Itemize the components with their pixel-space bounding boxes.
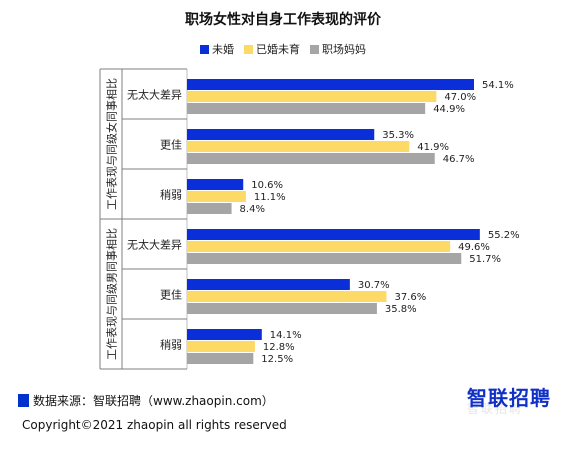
bar: [187, 191, 246, 202]
bar: [187, 129, 375, 140]
value-label: 37.6%: [394, 292, 426, 303]
chart-title: 职场女性对自身工作表现的评价: [185, 12, 381, 28]
value-label: 35.8%: [385, 304, 417, 315]
legend-label-married-no-child: 已婚未育: [256, 43, 300, 56]
value-label: 12.8%: [263, 342, 295, 353]
bar: [187, 329, 262, 340]
legend-item-married-no-child: 已婚未育: [244, 41, 300, 57]
category-label: 更佳: [160, 288, 182, 302]
zhaopin-logo: 智联招聘 智联招聘: [467, 378, 557, 418]
bar: [187, 279, 350, 290]
value-label: 46.7%: [443, 154, 475, 165]
bar-chart: 工作表现与同级女同事相比 无太大差异54.1%47.0%44.9%更佳35.3%4…: [99, 68, 520, 370]
value-label: 47.0%: [444, 92, 476, 103]
value-label: 41.9%: [417, 142, 449, 153]
data-source: 数据来源：智联招聘（www.zhaopin.com）: [18, 392, 274, 409]
bar: [187, 141, 410, 152]
legend-item-unmarried: 未婚: [200, 41, 234, 57]
value-label: 54.1%: [482, 80, 514, 91]
bar: [187, 229, 480, 240]
logo-text: 智联招聘: [467, 386, 551, 410]
legend-swatch-unmarried: [200, 44, 209, 54]
value-label: 14.1%: [270, 330, 302, 341]
group-label: 工作表现与同级男同事相比: [105, 228, 119, 360]
bar: [187, 91, 437, 102]
bar: [187, 79, 474, 90]
bar: [187, 203, 232, 214]
category-label: 稍弱: [160, 188, 182, 202]
value-label: 30.7%: [358, 280, 390, 291]
group-label: 工作表现与同级女同事相比: [105, 78, 119, 210]
value-label: 44.9%: [433, 104, 465, 115]
category-label: 更佳: [160, 138, 182, 152]
bar: [187, 253, 462, 264]
logo-watermark: 智联招聘: [467, 402, 524, 416]
value-label: 49.6%: [458, 242, 490, 253]
bar: [187, 291, 387, 302]
bar: [187, 103, 426, 114]
bar: [187, 353, 254, 364]
category-label: 无太大差异: [127, 238, 182, 252]
value-label: 51.7%: [469, 254, 501, 265]
bar: [187, 341, 255, 352]
value-label: 11.1%: [254, 192, 286, 203]
legend-label-working-mom: 职场妈妈: [322, 43, 366, 56]
chart-legend: 未婚 已婚未育 职场妈妈: [0, 41, 566, 57]
value-label: 10.6%: [251, 180, 283, 191]
value-label: 12.5%: [261, 354, 293, 365]
bar: [187, 241, 451, 252]
value-label: 35.3%: [382, 130, 414, 141]
copyright-text: Copyright©2021 zhaopin all rights reserv…: [22, 418, 287, 432]
legend-swatch-married-no-child: [244, 44, 253, 54]
bar: [187, 179, 244, 190]
source-marker-icon: [18, 394, 29, 407]
category-label: 无太大差异: [127, 88, 182, 102]
value-label: 55.2%: [488, 230, 520, 241]
category-label: 稍弱: [160, 338, 182, 352]
legend-item-working-mom: 职场妈妈: [310, 41, 366, 57]
value-label: 8.4%: [240, 204, 265, 215]
bar: [187, 303, 377, 314]
legend-label-unmarried: 未婚: [212, 43, 234, 56]
bar: [187, 153, 435, 164]
legend-swatch-working-mom: [310, 44, 319, 54]
data-source-text: 数据来源：智联招聘（www.zhaopin.com）: [33, 394, 274, 408]
